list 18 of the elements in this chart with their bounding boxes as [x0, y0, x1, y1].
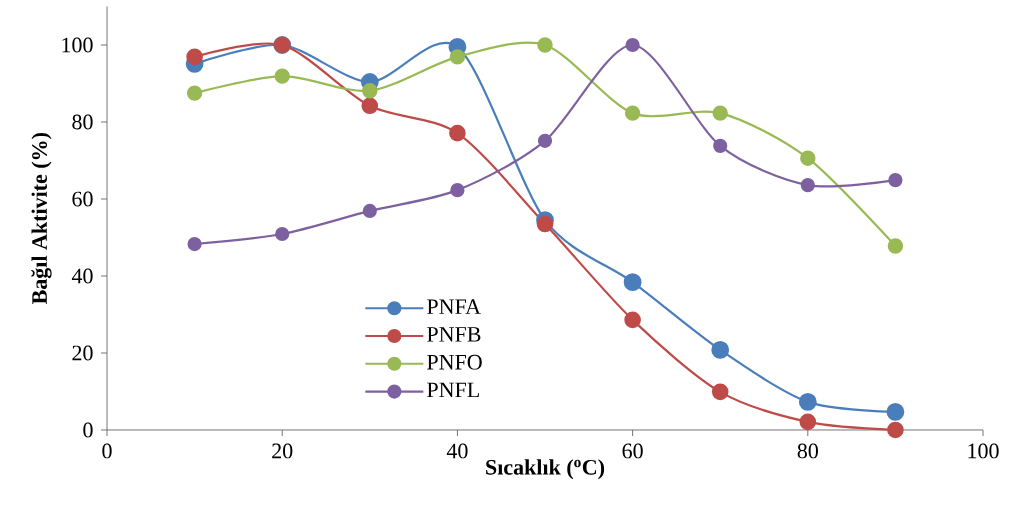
y-tick-label: 0 — [83, 422, 93, 438]
x-axis-title: Sıcaklık ($^{o}$C) — [486, 459, 605, 480]
x-tick-label: 0 — [102, 443, 112, 459]
x-tick-label: 20 — [272, 443, 293, 459]
y-tick-label: 80 — [72, 114, 93, 130]
y-tick-label: 60 — [72, 191, 93, 207]
y-tick-label: 20 — [72, 345, 93, 361]
legend-label: PNFB — [427, 327, 481, 342]
x-tick-label: 40 — [446, 443, 468, 459]
y-tick-label: 100 — [62, 37, 93, 53]
y-tick-label: 40 — [71, 268, 93, 284]
x-tick-label: 100 — [968, 443, 999, 459]
legend-label: PNFL — [427, 382, 479, 398]
x-tick-label: 80 — [797, 443, 818, 459]
x-tick-label: 60 — [622, 443, 643, 459]
y-axis-title: Bağıl Aktivite (%) — [31, 133, 52, 305]
legend-label: PNFA — [427, 299, 481, 314]
legend-label: PNFO — [427, 354, 482, 370]
